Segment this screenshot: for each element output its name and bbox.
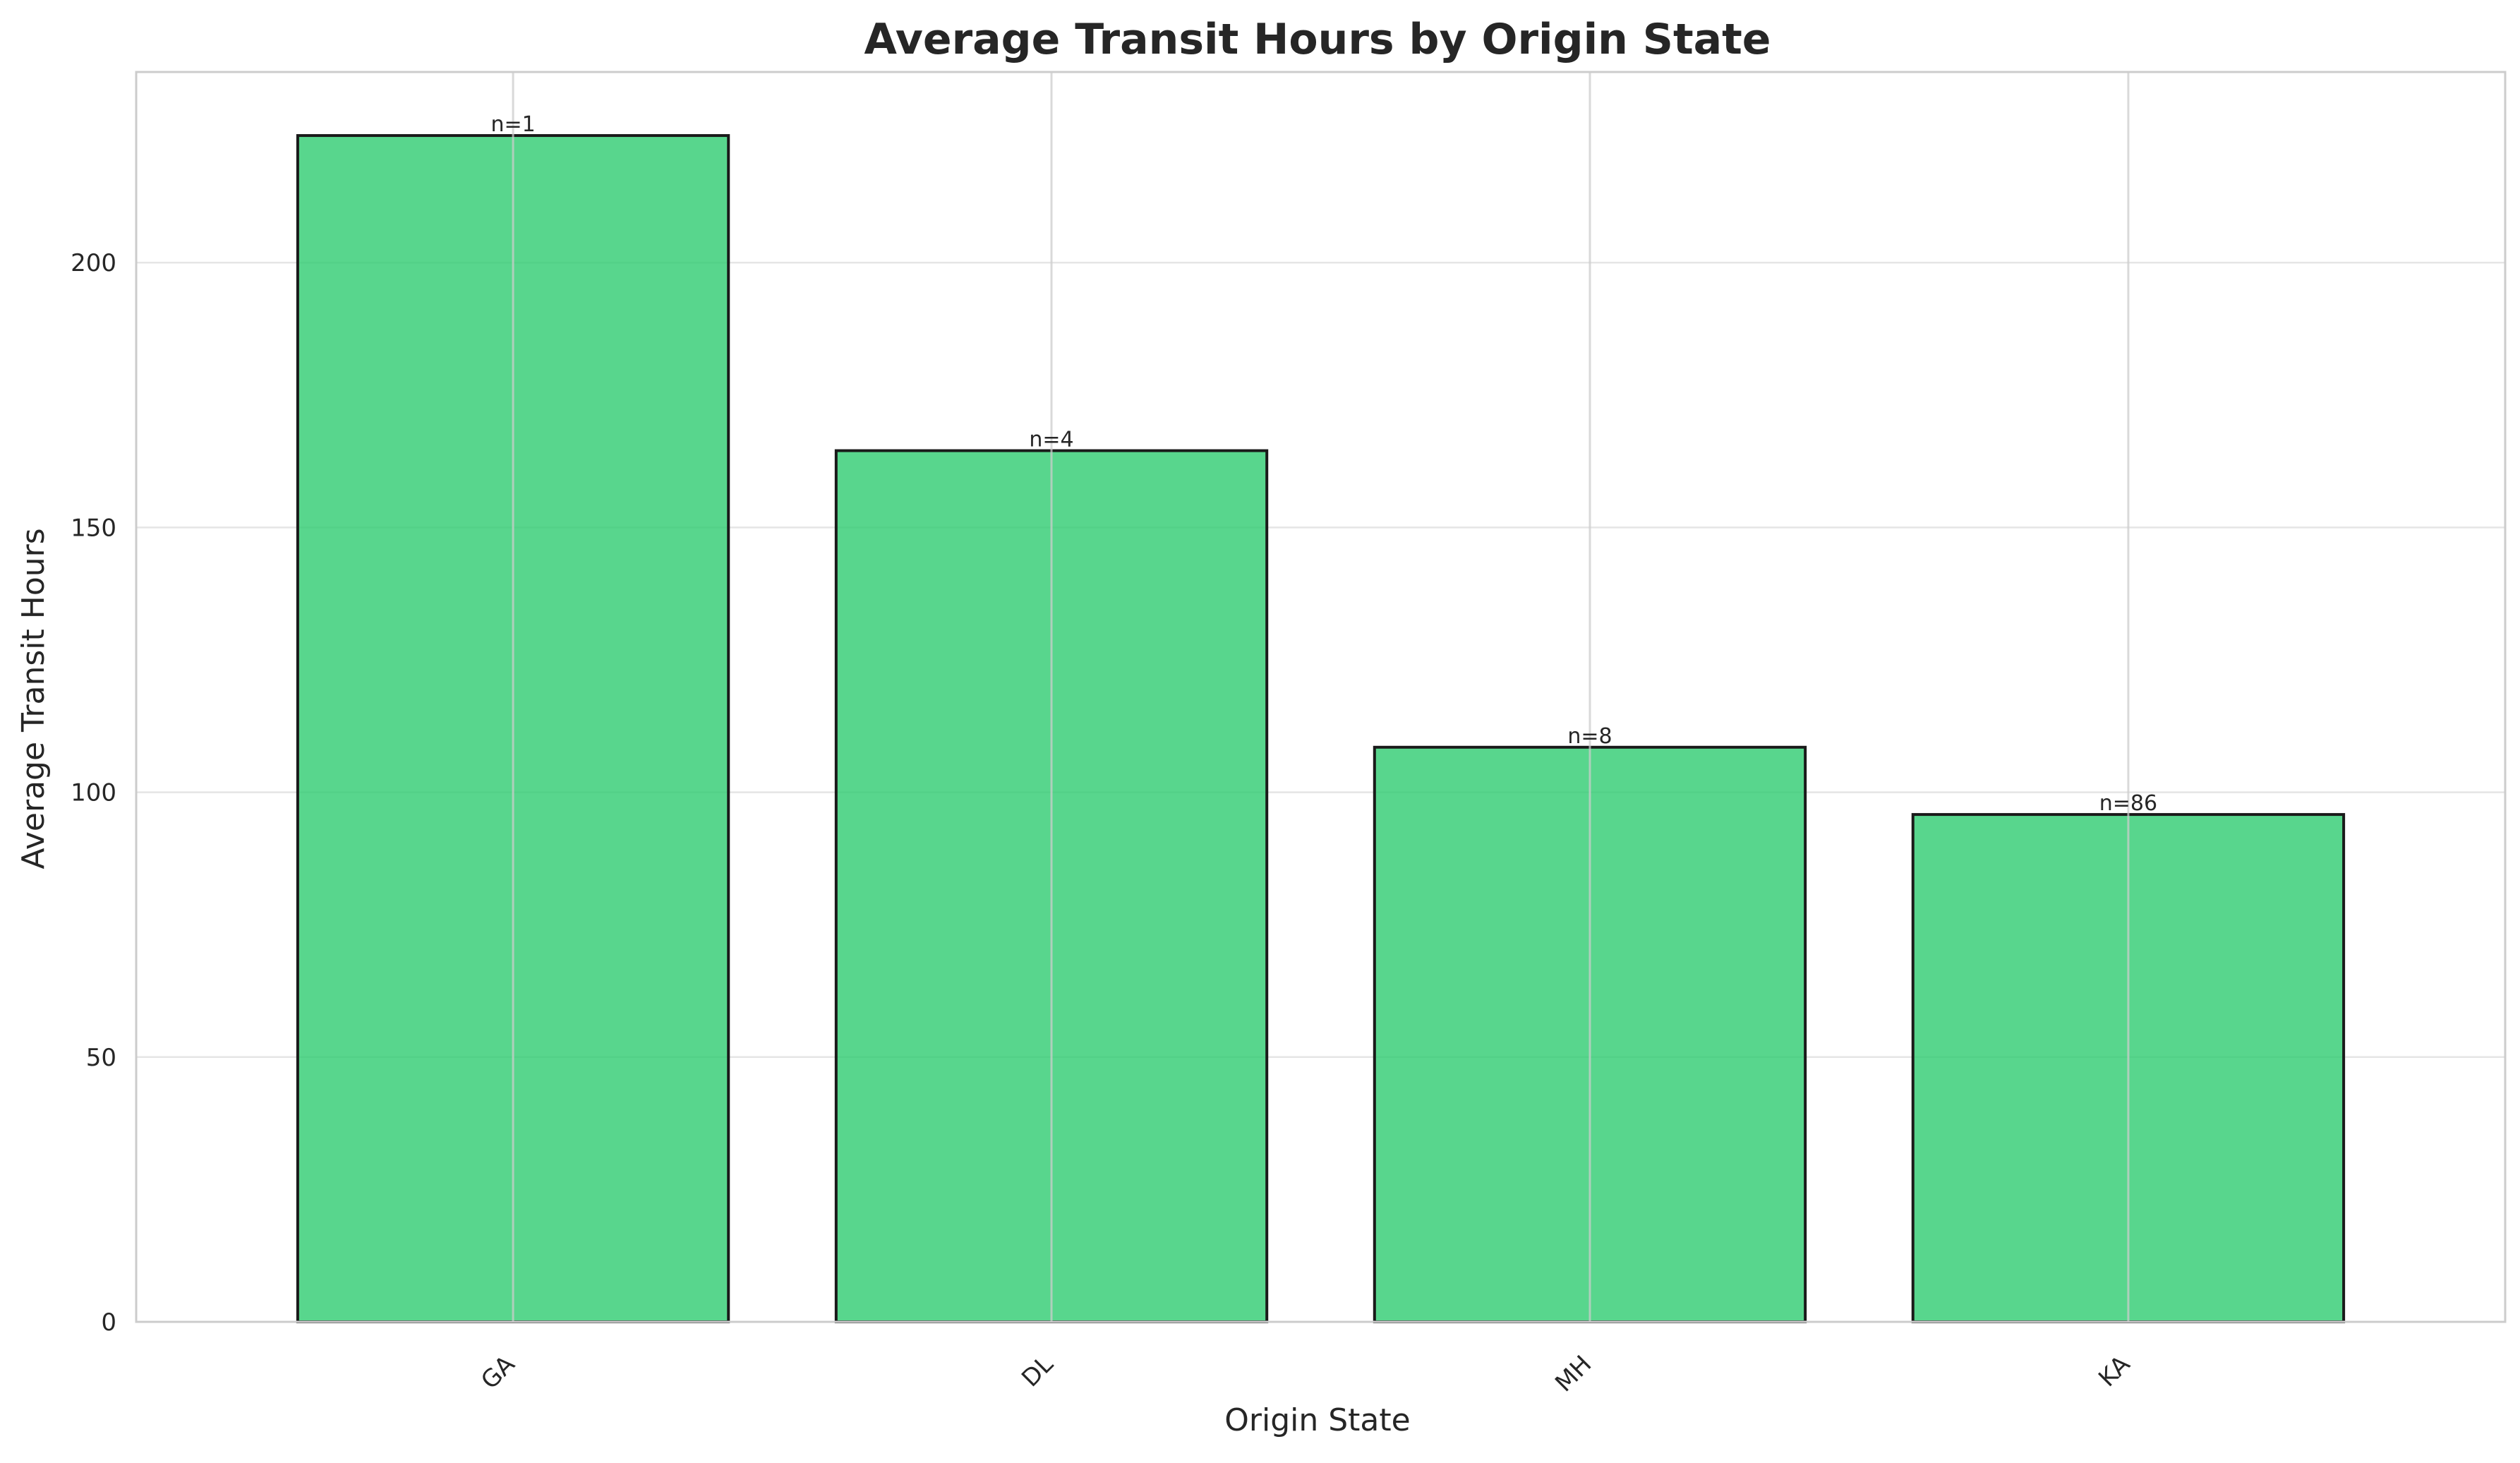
y-tick-label: 50 xyxy=(86,1044,116,1072)
x-axis-label: Origin State xyxy=(1224,1402,1410,1438)
chart-title: Average Transit Hours by Origin State xyxy=(864,15,1771,64)
label-layer: n=1 n=4 n=8 n=86 xyxy=(490,112,2157,816)
y-axis-label: Average Transit Hours xyxy=(16,528,52,869)
data-label-dl: n=4 xyxy=(1029,428,1073,452)
vertical-grid-layer xyxy=(512,72,2130,1322)
data-label-ka: n=86 xyxy=(2099,791,2157,816)
plot-frame xyxy=(135,71,2507,1323)
y-tick-label: 0 xyxy=(101,1308,116,1337)
y-tick-label: 150 xyxy=(71,514,116,542)
data-label-mh: n=8 xyxy=(1567,724,1612,749)
data-label-ga: n=1 xyxy=(490,112,535,137)
y-tick-label: 200 xyxy=(71,249,116,277)
y-tick-label: 100 xyxy=(71,779,116,807)
